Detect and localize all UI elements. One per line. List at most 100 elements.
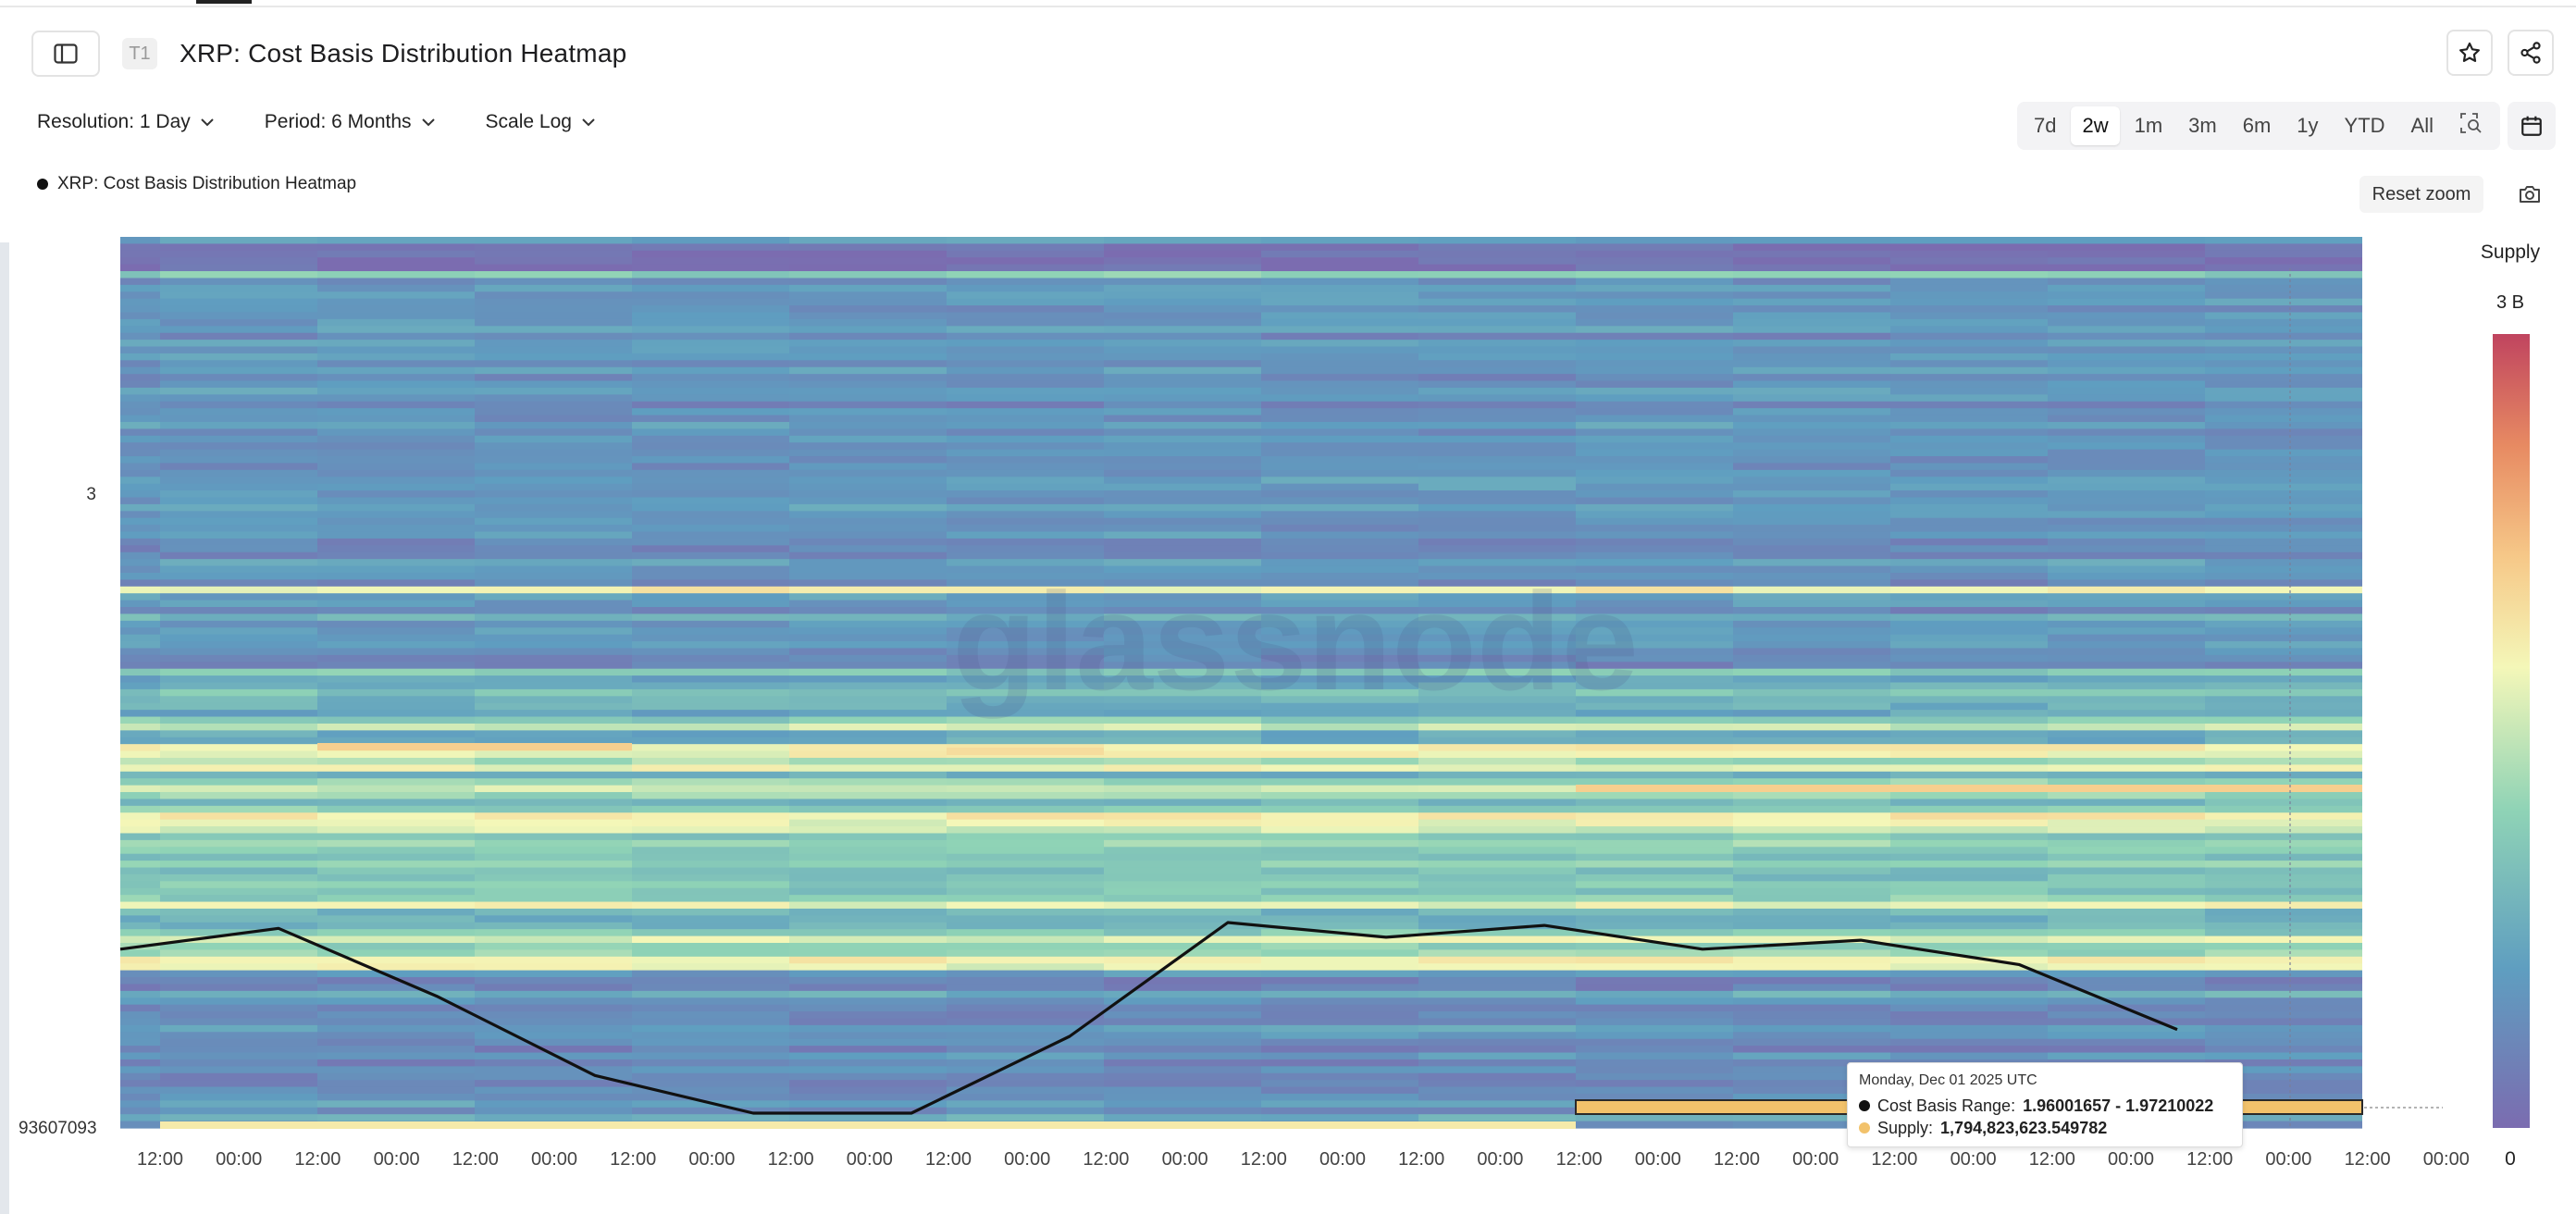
heatmap-cell (1261, 346, 1418, 354)
heatmap-cell (947, 771, 1104, 779)
range-all[interactable]: All (2410, 114, 2434, 137)
heatmap-cell (1733, 1072, 1890, 1081)
heatmap-cell (1733, 551, 1890, 560)
heatmap-cell (2205, 723, 2362, 731)
heatmap-cell (632, 326, 789, 334)
heatmap-cell (317, 1046, 475, 1054)
heatmap-cell (1576, 271, 1733, 279)
heatmap-cell (1104, 977, 1261, 985)
heatmap-cell (1261, 278, 1418, 286)
reset-zoom-button[interactable]: Reset zoom (2359, 176, 2483, 213)
range-7d[interactable]: 7d (2034, 114, 2057, 137)
heatmap-cell (317, 1018, 475, 1026)
range-6m[interactable]: 6m (2242, 114, 2272, 137)
heatmap-cell (1104, 559, 1261, 567)
heatmap-cell (120, 716, 160, 725)
heatmap-cell (632, 949, 789, 958)
heatmap-cell (317, 833, 475, 841)
heatmap-cell (317, 593, 475, 601)
heatmap-cell (1733, 750, 1890, 759)
heatmap-cell (947, 757, 1104, 765)
heatmap-cell (1418, 298, 1576, 306)
heatmap-cell (789, 730, 947, 738)
heatmap-cell (947, 778, 1104, 787)
heatmap-cell (1418, 833, 1576, 841)
sidebar-toggle-button[interactable] (31, 31, 100, 77)
x-tick-label: 12:00 (1398, 1149, 1444, 1170)
heatmap-cell (789, 551, 947, 560)
heatmap-cell (789, 1114, 947, 1122)
heatmap-cell (475, 1032, 632, 1040)
heatmap-cell (120, 318, 160, 327)
heatmap-cell (160, 332, 317, 341)
heatmap-cell (1576, 826, 1733, 835)
heatmap-cell (2205, 929, 2362, 937)
heatmap-cell (789, 463, 947, 471)
heatmap-cell (160, 408, 317, 416)
zoom-select-icon (2460, 113, 2482, 133)
heatmap-cell (1733, 250, 1890, 258)
heatmap-cell (632, 805, 789, 813)
heatmap-cell (1261, 415, 1418, 423)
range-1y[interactable]: 1y (2297, 114, 2319, 137)
heatmap-cell (1576, 387, 1733, 395)
heatmap-cell (1576, 819, 1733, 827)
heatmap-cell (1576, 600, 1733, 608)
heatmap-cell (160, 490, 317, 499)
heatmap-cell (1261, 1032, 1418, 1040)
chevron-down-icon (421, 118, 435, 127)
heatmap-cell (1733, 839, 1890, 848)
range-ytd[interactable]: YTD (2344, 114, 2385, 137)
heatmap-cell (1261, 353, 1418, 361)
heatmap-cell (1261, 785, 1418, 793)
range-2w[interactable]: 2w (2071, 106, 2120, 145)
heatmap-cell (475, 551, 632, 560)
heatmap-cell (2048, 977, 2205, 985)
heatmap-cell (789, 318, 947, 327)
heatmap-cell (2205, 415, 2362, 423)
heatmap-cell (1733, 819, 1890, 827)
heatmap-cell (1261, 477, 1418, 485)
heatmap-cell (2048, 264, 2205, 272)
heatmap-cell (475, 1086, 632, 1095)
heatmap-cell (1890, 778, 2048, 787)
heatmap-cell (1418, 1100, 1576, 1109)
heatmap-cell (317, 422, 475, 430)
heatmap-cell (317, 634, 475, 642)
resolution-select[interactable]: Resolution: 1 Day (37, 111, 215, 133)
heatmap-cell (160, 243, 317, 252)
range-3m[interactable]: 3m (2188, 114, 2217, 137)
heatmap-cell (1733, 990, 1890, 998)
heatmap-cell (475, 1046, 632, 1054)
series-legend[interactable]: XRP: Cost Basis Distribution Heatmap (37, 174, 356, 194)
heatmap-cell (632, 435, 789, 443)
heatmap-cell (1733, 503, 1890, 512)
range-1m[interactable]: 1m (2134, 114, 2163, 137)
screenshot-button[interactable] (2513, 180, 2546, 209)
heatmap-cell (1418, 422, 1576, 430)
heatmap-cell (1733, 799, 1890, 807)
heatmap-cell (1418, 744, 1576, 752)
heatmap-cell (2205, 243, 2362, 252)
heatmap-cell (1733, 922, 1890, 930)
heatmap-cell (1418, 503, 1576, 512)
date-picker-button[interactable] (2508, 102, 2556, 150)
zoom-select-button[interactable] (2448, 105, 2495, 147)
heatmap-cell (947, 428, 1104, 437)
heatmap-cell (632, 819, 789, 827)
heatmap-cell (947, 853, 1104, 861)
heatmap-cell (1418, 977, 1576, 985)
heatmap-cell (2048, 1046, 2205, 1054)
heatmap-cell (789, 847, 947, 855)
tooltip-range-row: Cost Basis Range: 1.96001657 - 1.9721002… (1859, 1095, 2231, 1117)
favorite-button[interactable] (2446, 30, 2493, 76)
scale-select[interactable]: Scale Log (486, 111, 596, 133)
heatmap-cell (317, 723, 475, 731)
share-button[interactable] (2508, 30, 2554, 76)
heatmap-cell (1576, 1059, 1733, 1067)
heatmap-cell (789, 1046, 947, 1054)
period-select[interactable]: Period: 6 Months (265, 111, 436, 133)
heatmap-cell (1104, 895, 1261, 903)
heatmap-cell (160, 949, 317, 958)
